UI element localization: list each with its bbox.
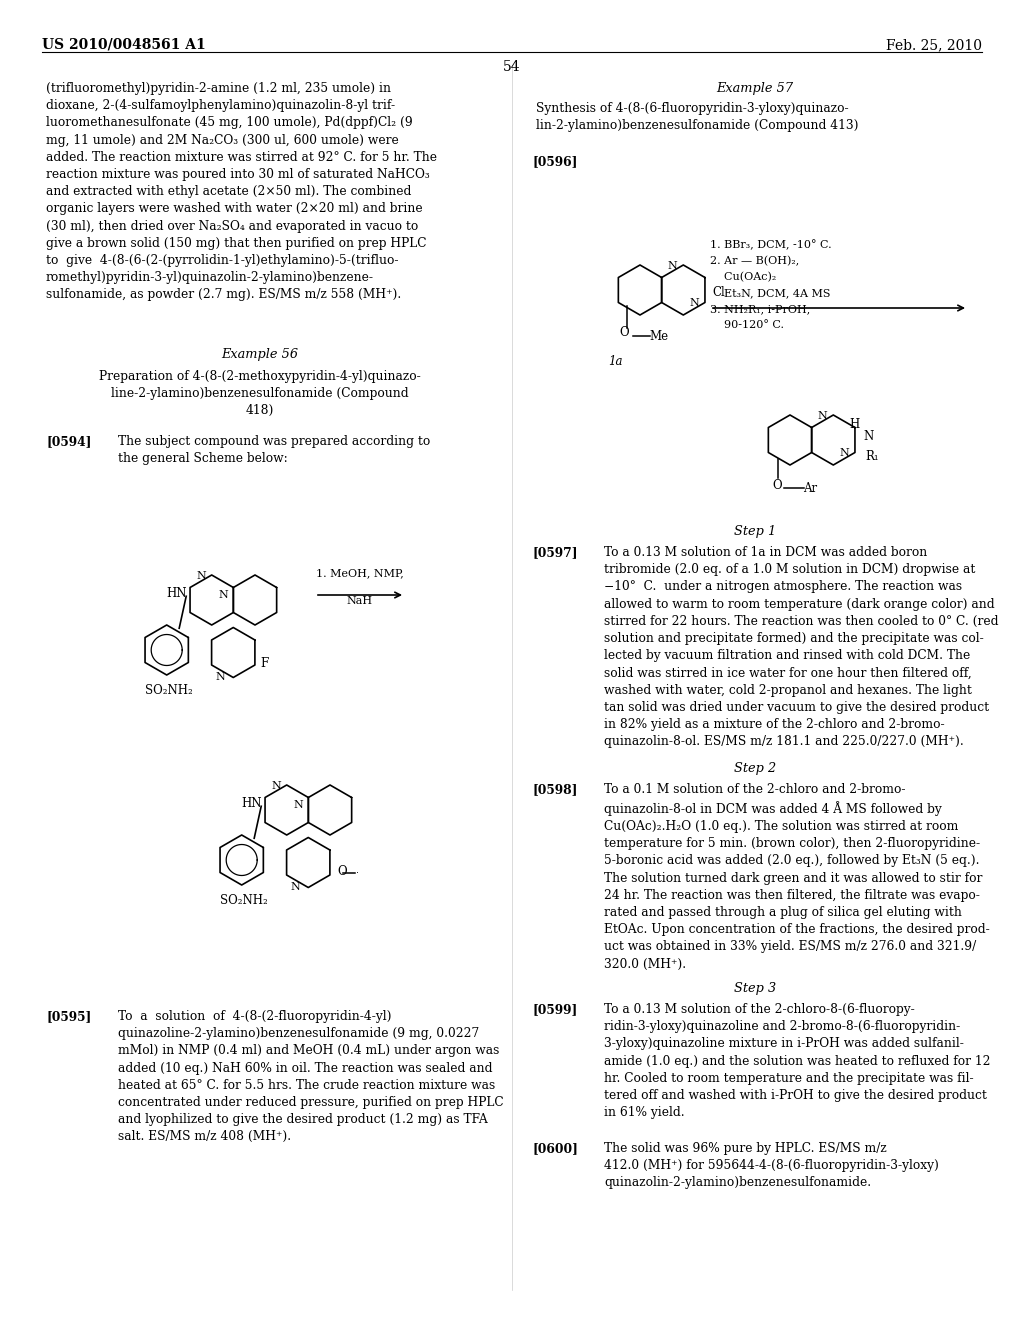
Text: N: N [197, 570, 206, 581]
Text: 1a: 1a [608, 355, 623, 368]
Text: Example 56: Example 56 [221, 348, 299, 360]
Text: 1. MeOH, NMP,: 1. MeOH, NMP, [316, 568, 403, 578]
Text: Cl: Cl [712, 286, 725, 300]
Text: O: O [337, 865, 347, 878]
Text: Et₃N, DCM, 4A MS: Et₃N, DCM, 4A MS [710, 288, 830, 298]
Text: Example 57: Example 57 [717, 82, 794, 95]
Text: To  a  solution  of  4-(8-(2-fluoropyridin-4-yl)
quinazoline-2-ylamino)benzenesu: To a solution of 4-(8-(2-fluoropyridin-4… [118, 1010, 504, 1143]
Text: N: N [863, 430, 873, 442]
Text: HN: HN [242, 797, 262, 810]
Text: Cu(OAc)₂: Cu(OAc)₂ [710, 272, 776, 282]
Text: N: N [690, 297, 699, 308]
Text: F: F [261, 657, 269, 671]
Text: [0595]: [0595] [46, 1010, 91, 1023]
Text: R₁: R₁ [866, 450, 880, 463]
Text: To a 0.13 M solution of the 2-chloro-8-(6-fluoropy-
ridin-3-yloxy)quinazoline an: To a 0.13 M solution of the 2-chloro-8-(… [604, 1003, 990, 1119]
Text: Step 3: Step 3 [734, 982, 776, 995]
Text: N: N [271, 780, 281, 791]
Text: Step 1: Step 1 [734, 525, 776, 539]
Text: HN: HN [166, 587, 186, 601]
Text: [0597]: [0597] [532, 546, 578, 558]
Text: 2. Ar — B(OH)₂,: 2. Ar — B(OH)₂, [710, 256, 800, 267]
Text: N: N [840, 447, 850, 458]
Text: N: N [294, 800, 303, 810]
Text: [0600]: [0600] [532, 1142, 578, 1155]
Text: [0598]: [0598] [532, 783, 578, 796]
Text: N: N [818, 411, 827, 421]
Text: The solid was 96% pure by HPLC. ES/MS m/z
412.0 (MH⁺) for 595644-4-(8-(6-fluorop: The solid was 96% pure by HPLC. ES/MS m/… [604, 1142, 939, 1189]
Text: SO₂NH₂: SO₂NH₂ [220, 894, 267, 907]
Text: ·: · [355, 869, 358, 878]
Text: (trifluoromethyl)pyridin-2-amine (1.2 ml, 235 umole) in
dioxane, 2-(4-sulfamoylp: (trifluoromethyl)pyridin-2-amine (1.2 ml… [46, 82, 437, 301]
Text: 3. NH₂R₁, i-PrOH,: 3. NH₂R₁, i-PrOH, [710, 304, 810, 314]
Text: N: N [216, 672, 225, 681]
Text: SO₂NH₂: SO₂NH₂ [144, 684, 193, 697]
Text: US 2010/0048561 A1: US 2010/0048561 A1 [42, 38, 206, 51]
Text: N: N [668, 261, 678, 271]
Text: N: N [219, 590, 228, 601]
Text: NaH: NaH [347, 597, 373, 606]
Text: Step 2: Step 2 [734, 762, 776, 775]
Text: O: O [773, 479, 782, 492]
Text: 54: 54 [503, 59, 521, 74]
Text: [0596]: [0596] [532, 154, 578, 168]
Text: O: O [620, 326, 630, 339]
Text: Me: Me [649, 330, 669, 343]
Text: Preparation of 4-(8-(2-methoxypyridin-4-yl)quinazo-
line-2-ylamino)benzenesulfon: Preparation of 4-(8-(2-methoxypyridin-4-… [99, 370, 421, 417]
Text: [0599]: [0599] [532, 1003, 578, 1016]
Text: To a 0.13 M solution of 1a in DCM was added boron
tribromide (2.0 eq. of a 1.0 M: To a 0.13 M solution of 1a in DCM was ad… [604, 546, 998, 748]
Text: [0594]: [0594] [46, 436, 91, 447]
Text: Ar: Ar [804, 482, 817, 495]
Text: 1. BBr₃, DCM, -10° C.: 1. BBr₃, DCM, -10° C. [710, 240, 831, 251]
Text: The subject compound was prepared according to
the general Scheme below:: The subject compound was prepared accord… [118, 436, 430, 465]
Text: To a 0.1 M solution of the 2-chloro and 2-bromo-
quinazolin-8-ol in DCM was adde: To a 0.1 M solution of the 2-chloro and … [604, 783, 990, 970]
Text: H: H [849, 418, 859, 432]
Text: Feb. 25, 2010: Feb. 25, 2010 [886, 38, 982, 51]
Text: Synthesis of 4-(8-(6-fluoropyridin-3-yloxy)quinazo-
lin-2-ylamino)benzenesulfona: Synthesis of 4-(8-(6-fluoropyridin-3-ylo… [536, 102, 858, 132]
Text: N: N [291, 882, 301, 892]
Text: 90-120° C.: 90-120° C. [710, 319, 784, 330]
